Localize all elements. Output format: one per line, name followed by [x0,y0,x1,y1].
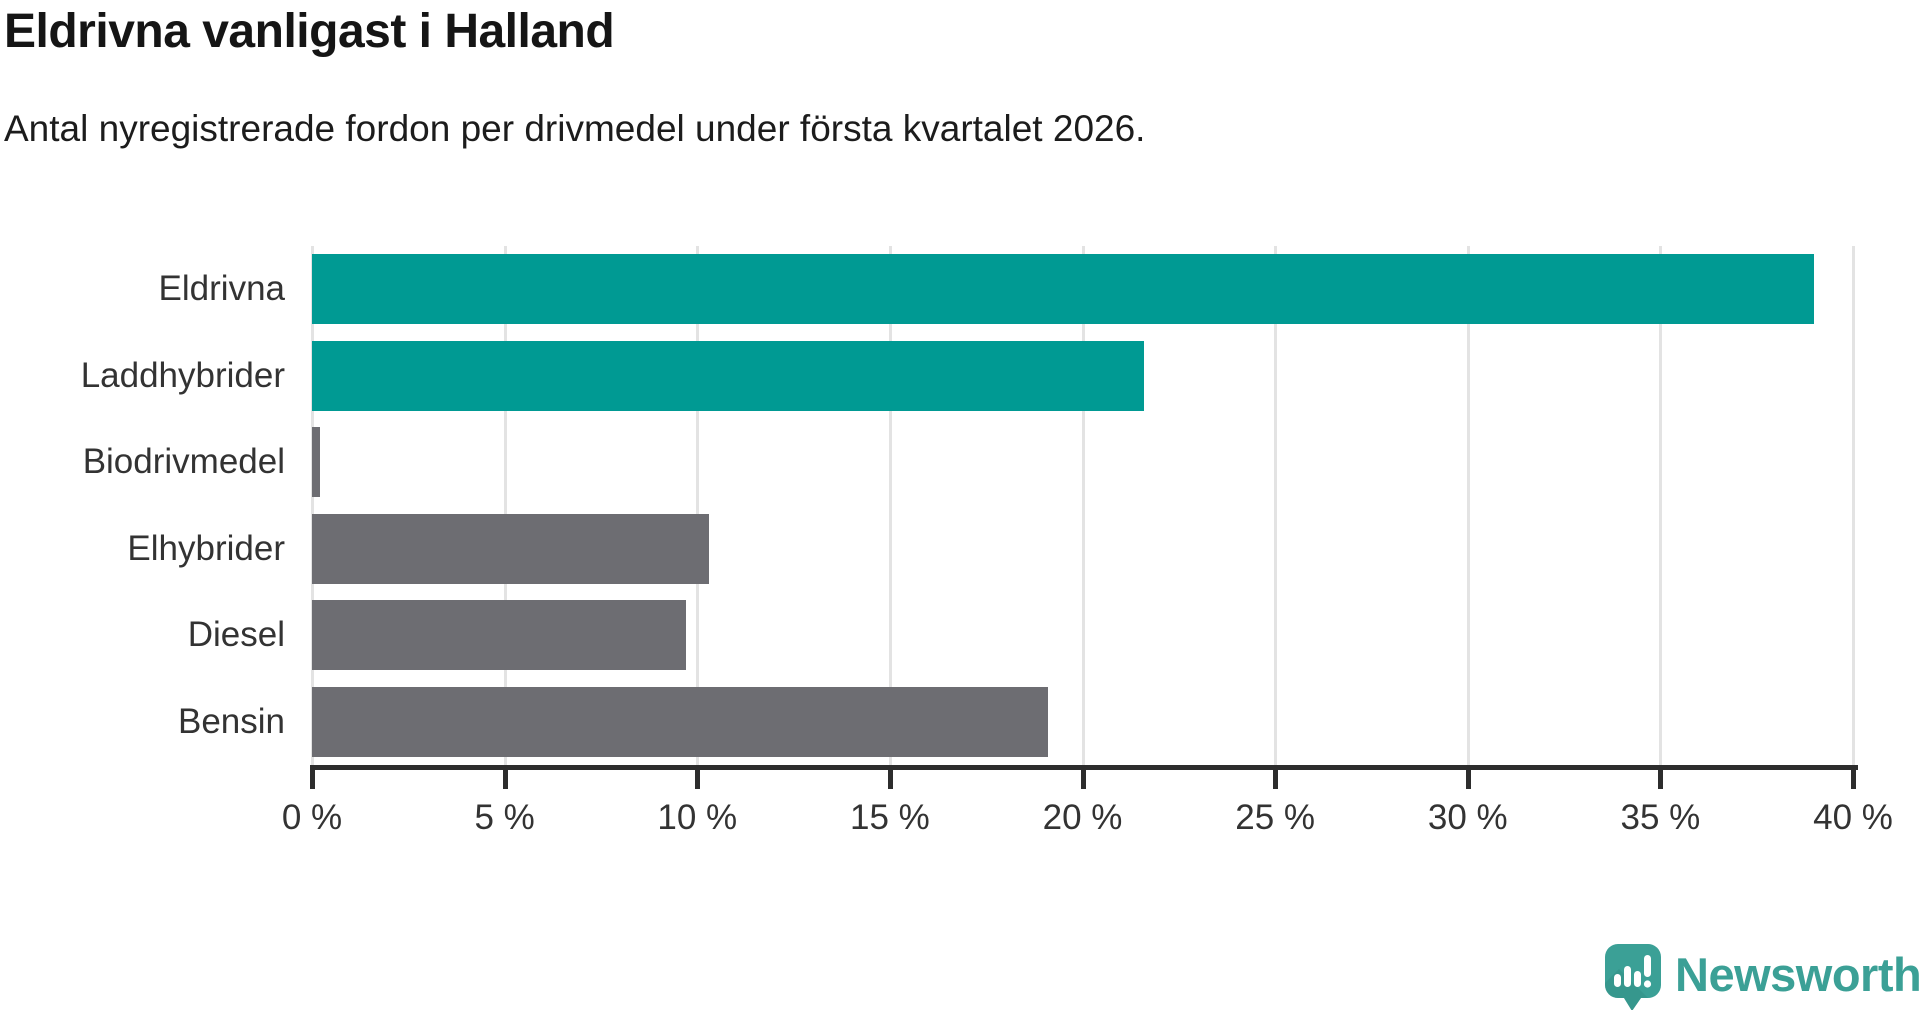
gridline [311,246,314,765]
x-axis-tick [1851,765,1856,789]
x-tick-label: 25 % [1235,798,1316,837]
bar-row: Biodrivmedel [83,419,1853,505]
x-axis-tick [1658,765,1664,789]
newsworthy-logo-text: Newsworthy [1675,947,1920,1001]
chart-subtitle: Antal nyregistrerade fordon per drivmede… [4,108,1146,149]
bar-row: Bensin [178,679,1853,765]
gridline [1274,246,1278,765]
x-tick-label: 30 % [1427,798,1508,837]
bar-row: Eldrivna [159,246,1853,332]
x-axis-tick [1273,765,1279,789]
gridline [1852,246,1855,765]
gridline [1659,246,1663,765]
category-label: Biodrivmedel [82,442,285,482]
category-label: Bensin [177,701,285,741]
gridline [1081,246,1085,765]
bar-row: Diesel [188,592,1853,678]
bar-elhybrider [312,513,709,584]
x-axis-tick [310,765,315,789]
gridline [696,246,700,765]
category-label: Diesel [187,615,285,655]
bar-row: Elhybrider [127,506,1853,592]
category-label: Laddhybrider [80,355,285,395]
gridline [503,246,507,765]
x-tick-label: 0 % [281,798,343,837]
bar-row: Laddhybrider [81,333,1853,419]
newsworthy-logo-icon [1605,944,1661,1010]
x-tick-label: 20 % [1042,798,1123,837]
x-tick-label: 40 % [1813,798,1893,837]
newsworthy-branding: Newsworthy [1605,944,1920,1010]
plot-area: Eldrivna Laddhybrider Biodrivmedel Elhybrid… [81,246,1893,837]
bar-bensin [312,686,1048,757]
x-tick-label: 15 % [849,798,930,837]
gridline [1466,246,1470,765]
x-axis-tick [502,765,508,789]
x-axis-tick [1465,765,1471,789]
x-tick-label: 10 % [657,798,738,837]
chart-title: Eldrivna vanligast i Halland [4,5,615,58]
category-label: Eldrivna [158,269,285,309]
bar-eldrivna [312,254,1815,325]
bar-diesel [312,600,686,671]
x-axis-tick [695,765,701,789]
x-axis-tick [1080,765,1086,789]
bar-biodrivmedel [312,427,320,498]
category-label: Elhybrider [127,528,285,568]
gridline [888,246,892,765]
bar-laddhybrider [312,340,1145,411]
x-tick-label: 5 % [474,798,535,837]
x-tick-label: 35 % [1620,798,1701,837]
x-axis-tick [887,765,893,789]
